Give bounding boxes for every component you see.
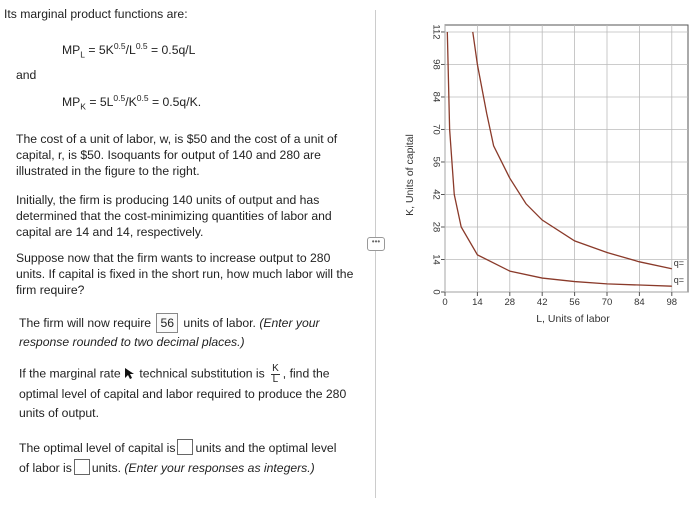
divider: [375, 10, 376, 498]
paragraph: Initially, the firm is producing 140 uni…: [16, 193, 332, 239]
f: 0.5: [113, 92, 126, 103]
isoquant: [472, 31, 672, 270]
hint: (Enter your response rounded to two deci…: [19, 316, 320, 349]
t: If the marginal rate: [19, 366, 121, 381]
f: 0.5: [113, 40, 126, 51]
y-tick-label: 0: [430, 289, 441, 294]
curve-label: q=: [674, 258, 684, 268]
t: L: [272, 374, 279, 385]
t: units.: [91, 461, 121, 475]
t: , find the optimal level of capital and …: [19, 366, 347, 420]
y-tick-label: 42: [430, 189, 441, 200]
and: and: [16, 68, 37, 82]
f: K: [80, 101, 86, 112]
f: = 5K: [85, 43, 114, 57]
f: MP: [62, 95, 81, 109]
answer-box[interactable]: 56: [156, 313, 179, 333]
x-tick-label: 56: [569, 297, 580, 308]
x-tick-label: 70: [602, 297, 613, 308]
hint: (Enter your responses as integers.): [124, 461, 315, 475]
f: = 0.5q/L: [147, 43, 196, 57]
paragraph: The cost of a unit of labor, w, is $50 a…: [16, 132, 338, 178]
splitter-handle[interactable]: •••: [367, 237, 385, 251]
formula-mpl: MPL = 5K0.5/L0.5 = 0.5q/L: [62, 40, 196, 60]
f: 0.5: [136, 92, 149, 103]
input-box[interactable]: [177, 439, 194, 455]
x-tick-label: 14: [472, 297, 483, 308]
f: = 5L: [85, 95, 114, 109]
mrts: If the marginal rate technical substitut…: [19, 364, 349, 423]
input-box[interactable]: [73, 459, 90, 475]
t: The firm will now require: [19, 316, 152, 330]
isoquant: [446, 31, 672, 287]
f: 0.5: [135, 40, 148, 51]
t: The optimal level of capital is: [19, 441, 176, 455]
t: K: [271, 363, 280, 375]
intro: Its marginal product functions are:: [4, 7, 188, 21]
t: units and the optimal level of labor is: [19, 441, 337, 475]
x-tick-label: 98: [667, 297, 678, 308]
y-tick-label: 28: [430, 222, 441, 233]
f: /L: [125, 43, 136, 57]
y-tick-label: 112: [430, 24, 441, 39]
formula-mpk: MPK = 5L0.5/K0.5 = 0.5q/K.: [62, 92, 202, 112]
cursor: [125, 367, 135, 379]
y-tick-label: 70: [430, 124, 441, 135]
x-tick-label: 42: [537, 297, 548, 308]
t: technical substitution is: [139, 366, 265, 381]
x-axis-label: L, Units of labor: [536, 313, 610, 325]
x-tick-label: 28: [505, 297, 516, 308]
curve-label: q=: [674, 275, 684, 285]
figure: 0 14 28 42 56 70 84 98 112 0 14 28 42 56 70 84 98 K, Unit…: [404, 24, 689, 325]
y-tick-label: 56: [430, 157, 441, 168]
t: units of labor.: [183, 316, 256, 330]
f: = 0.5q/K.: [148, 95, 202, 109]
f: MP: [62, 43, 81, 57]
answer: The firm will now require 56 units of la…: [19, 313, 349, 351]
final: The optimal level of capital is units and…: [19, 438, 339, 478]
x-tick-label: 0: [442, 297, 447, 308]
y-tick-label: 98: [430, 59, 441, 70]
paragraph: Suppose now that the firm wants to incre…: [16, 251, 354, 297]
x-tick-label: 84: [634, 297, 645, 308]
y-axis-label: K, Units of capital: [404, 134, 416, 216]
f: /K: [125, 95, 137, 109]
plot-area: [444, 24, 689, 293]
f: L: [80, 49, 86, 60]
y-tick-label: 14: [430, 254, 441, 265]
y-tick-label: 84: [430, 92, 441, 103]
